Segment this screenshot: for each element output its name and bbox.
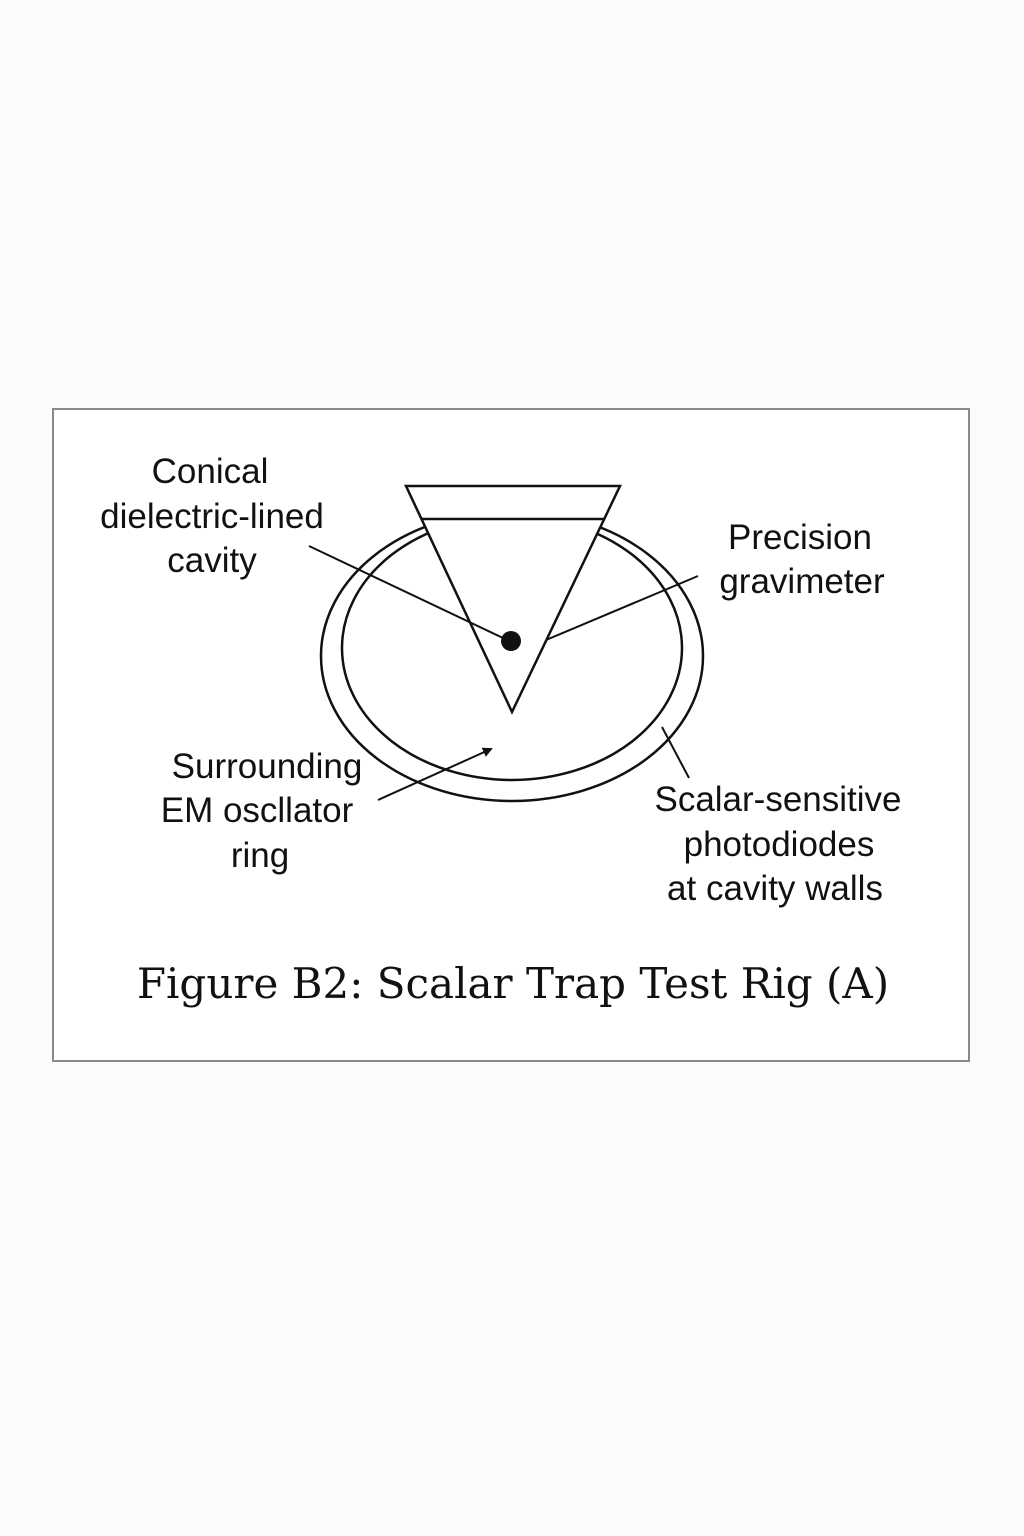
gravimeter-label-line-2: gravimeter <box>719 562 885 601</box>
gravimeter-label-line-1: Precision <box>728 518 872 557</box>
photodiodes-label-line-2: photodiodes <box>684 825 875 864</box>
cavity-label-line-3: cavity <box>167 541 257 580</box>
cavity-label-line-1: Conical <box>152 452 269 491</box>
ring-label-line-3: ring <box>231 836 289 875</box>
photodiode-leader-line <box>661 726 690 779</box>
gravimeter-point <box>501 631 521 651</box>
ring-arrow <box>377 747 493 801</box>
cavity-leader-line <box>308 545 504 639</box>
conical-cavity <box>404 484 622 715</box>
ring-label-line-2: EM oscllator <box>161 791 354 830</box>
ring-label-line-1: Surrounding <box>172 747 363 786</box>
cavity-label-line-2: dielectric-lined <box>100 497 324 536</box>
photodiodes-label-line-1: Scalar-sensitive <box>654 780 901 819</box>
gravimeter-leader-line <box>545 575 699 641</box>
figure-caption: Figure B2: Scalar Trap Test Rig (A) <box>137 959 889 1008</box>
photodiodes-label-line-3: at cavity walls <box>667 869 883 908</box>
